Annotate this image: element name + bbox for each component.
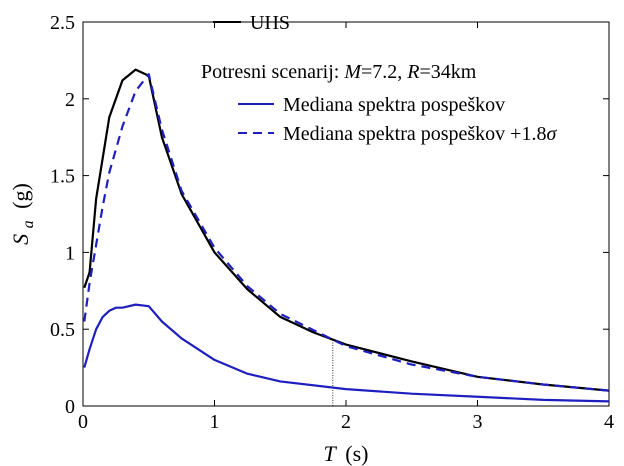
- x-tick-label: 3: [473, 411, 483, 433]
- plot-area: 0 1 2 3 4 0 0.5 1 1.5 2 2.5: [50, 12, 614, 433]
- scenario-r-var: R: [406, 61, 419, 83]
- legend-label-median-plus-base: Mediana spektra pospeškov +1.8: [283, 123, 546, 145]
- legend-label-sigma: σ: [546, 123, 557, 145]
- x-axis-unit: (s): [345, 441, 368, 466]
- scenario-m-var: M: [343, 61, 362, 83]
- legend: UHS Potresni scenarij: M=7.2, R=34km Med…: [201, 12, 557, 145]
- y-tick-label: 1.5: [50, 166, 75, 188]
- scenario-prefix: Potresni scenarij:: [201, 61, 344, 83]
- scenario-r-val: =34km: [419, 61, 476, 83]
- y-axis-unit: (g): [8, 183, 33, 209]
- y-axis-sub: a: [20, 220, 37, 228]
- x-tick-label: 4: [604, 411, 614, 433]
- scenario-m-val: =7.2,: [361, 61, 407, 83]
- median-line: [83, 303, 610, 403]
- x-tick-label: 2: [341, 411, 351, 433]
- legend-label-uhs: UHS: [250, 12, 290, 34]
- median-plus-sigma-line: [83, 73, 610, 392]
- y-axis-var: S: [8, 234, 33, 245]
- y-axis-label: S a (g): [8, 183, 38, 245]
- series-group: [83, 68, 610, 403]
- legend-label-median: Mediana spektra pospeškov: [283, 94, 505, 116]
- x-axis: 0 1 2 3 4: [78, 22, 614, 433]
- x-axis-var: T: [324, 441, 338, 466]
- x-tick-label: 1: [210, 411, 220, 433]
- y-tick-label: 1: [65, 242, 75, 264]
- uhs-line: [83, 68, 610, 392]
- x-axis-label: T (s): [324, 441, 369, 466]
- y-axis: 0 0.5 1 1.5 2 2.5: [50, 12, 609, 418]
- x-tick-label: 0: [78, 411, 88, 433]
- y-tick-label: 2: [65, 89, 75, 111]
- y-tick-label: 0.5: [50, 319, 75, 341]
- legend-scenario: Potresni scenarij: M=7.2, R=34km: [201, 61, 477, 83]
- legend-label-median-plus: Mediana spektra pospeškov +1.8σ: [283, 123, 557, 145]
- y-tick-label: 2.5: [50, 12, 75, 34]
- y-tick-label: 0: [65, 396, 75, 418]
